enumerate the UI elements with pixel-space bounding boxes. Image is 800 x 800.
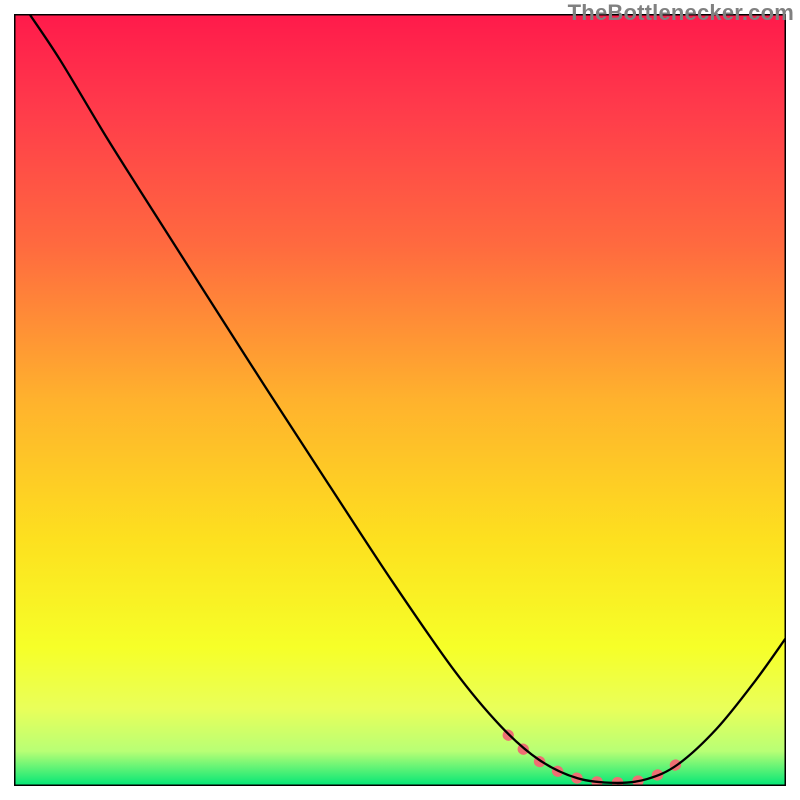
plot-svg xyxy=(14,14,786,786)
gradient-background xyxy=(14,14,786,786)
chart-stage: TheBottlenecker.com xyxy=(0,0,800,800)
watermark-text: TheBottlenecker.com xyxy=(568,0,794,26)
plot-area xyxy=(14,14,786,786)
